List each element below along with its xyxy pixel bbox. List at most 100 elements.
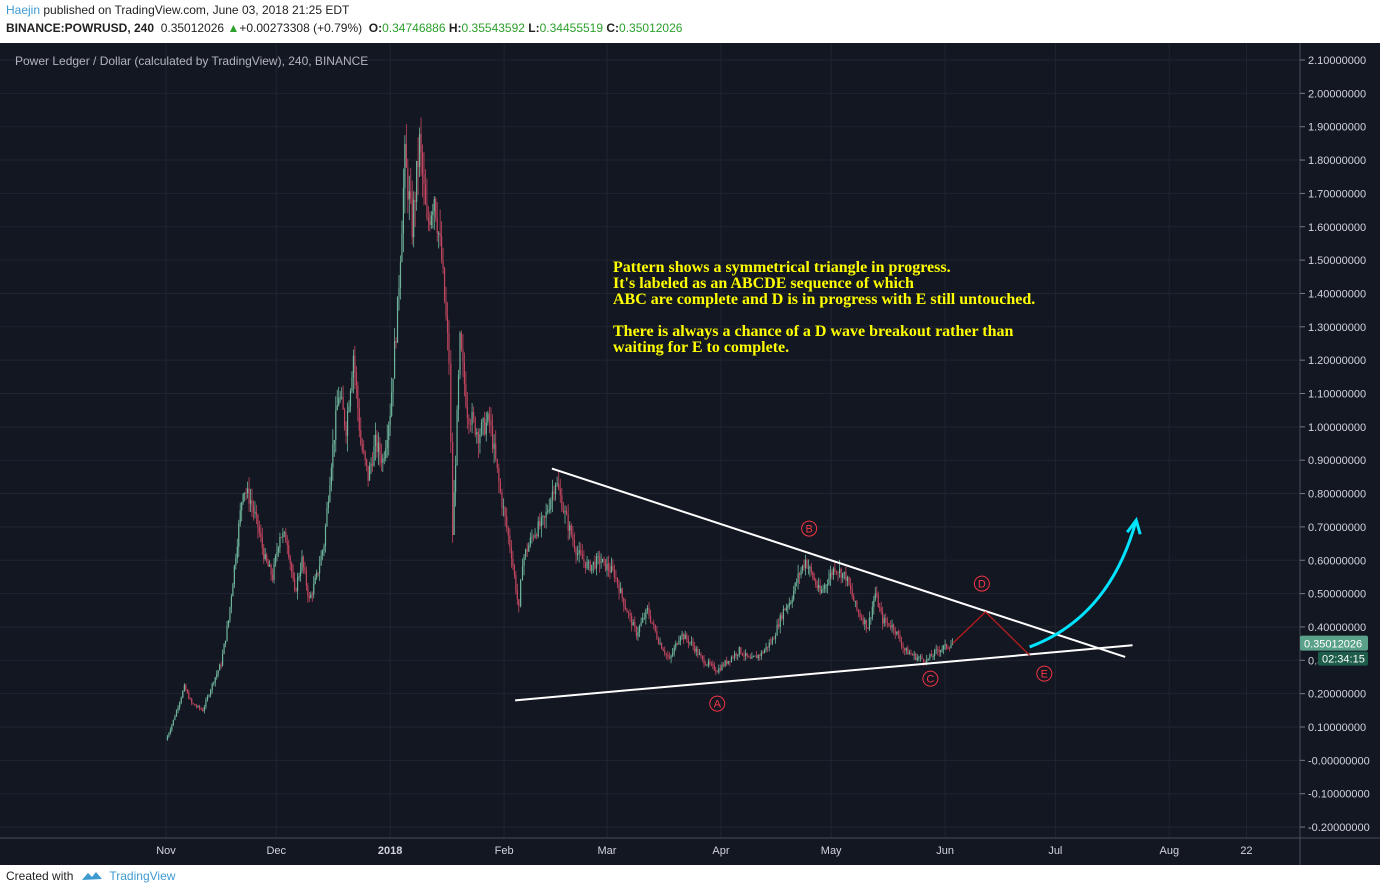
candle-body [512,558,514,567]
candle-body [572,535,574,541]
candle-body [227,620,230,627]
candle-body [885,618,887,622]
candle-body [346,411,349,436]
candle-body [665,653,667,655]
candle-body [818,585,820,589]
candle-body [349,390,352,407]
candle-body [838,568,841,573]
candle-body [379,442,381,456]
candle-body [465,384,467,406]
candle-body [185,684,187,691]
candle-body [521,566,524,581]
candle-body [352,355,355,378]
candle-body [607,563,610,570]
candle-body [279,536,281,548]
candle-body [874,593,876,601]
candle-body [463,362,466,385]
candle-body [182,691,184,698]
candle-body [853,596,855,602]
candle-body [277,547,280,552]
candle-body [245,492,247,494]
candle-body [266,554,268,562]
time-tick-label: Aug [1159,845,1179,857]
candle-body [510,547,513,559]
candle-body [257,514,259,528]
candle-body [771,638,773,644]
candle-body [507,527,509,536]
candle-body [672,652,674,656]
candle-body [513,566,515,575]
candle-body [364,451,366,460]
candle-body [594,561,596,569]
candle-body [632,622,634,626]
candle-body [787,606,789,608]
tradingview-link[interactable]: TradingView [109,869,176,883]
candle-body [865,619,867,629]
candle-body [183,684,185,692]
candle-body [676,643,678,645]
candle-body [893,624,895,630]
candle-body [491,425,494,449]
candle-body [941,649,943,651]
candle-body [681,633,683,637]
candle-body [366,459,368,466]
candle-body [837,572,839,574]
candle-body [565,511,568,515]
candle-body [813,577,815,581]
price-tick-label: 0.80000000 [1308,489,1366,501]
price-tick-label: 1.10000000 [1308,389,1366,401]
candle-body [192,703,194,705]
candle-body [274,555,277,564]
candle-body [410,191,412,199]
candle-body [339,397,341,399]
time-axis[interactable]: Nov Dec 2018 Feb Mar Apr May Jun Jul Aug 22 [0,837,1380,857]
price-tick-label: 0.20000000 [1308,689,1366,701]
price-tick-label: -0.00000000 [1308,755,1370,767]
candle-body [864,619,866,624]
candle-body [246,488,249,494]
candle-body [528,545,530,552]
candle-body [270,565,272,575]
candle-body [845,572,847,582]
candle-body [759,655,761,657]
candle-body [416,160,418,202]
candle-body [760,652,762,657]
candle-body [710,663,712,665]
candle-body [601,558,604,563]
price-tick-label: 2.10000000 [1308,55,1366,67]
candle-body [329,485,331,502]
candle-body [752,656,755,658]
candle-body [282,532,284,538]
candle-body [796,582,798,584]
candle-body [324,525,327,547]
price-axis[interactable]: 2.10000000 2.00000000 1.90000000 1.80000000… [1299,43,1370,865]
candle-body [558,483,560,490]
grid-lines [0,43,1300,838]
candle-body [490,419,492,426]
candle-body [668,656,671,659]
candle-body [454,464,457,493]
candle-body [703,658,705,665]
candle-body [439,233,441,237]
candle-body [609,569,611,573]
wave-label-circle [801,520,818,537]
price-chart[interactable]: A B C D E 2.10000000 2.00000000 1.90000000 1.80… [0,43,1380,865]
candle-body [210,690,212,696]
candle-body [226,626,228,641]
candle-body [692,641,694,647]
time-tick-label: Feb [495,845,514,857]
candle-body [715,670,717,672]
author-link[interactable]: Haejin [6,3,41,17]
candle-body [825,585,827,587]
annotation-line: Pattern shows a symmetrical triangle in … [613,259,951,276]
candle-body [651,621,653,624]
candle-body [213,682,215,684]
candle-body [706,664,708,666]
candle-body [819,585,821,593]
candle-body [815,580,817,585]
candle-body [867,628,869,629]
time-tick-label: Jul [1048,845,1062,857]
candle-body [371,463,374,466]
candle-body [442,260,444,269]
candle-body [216,673,218,678]
